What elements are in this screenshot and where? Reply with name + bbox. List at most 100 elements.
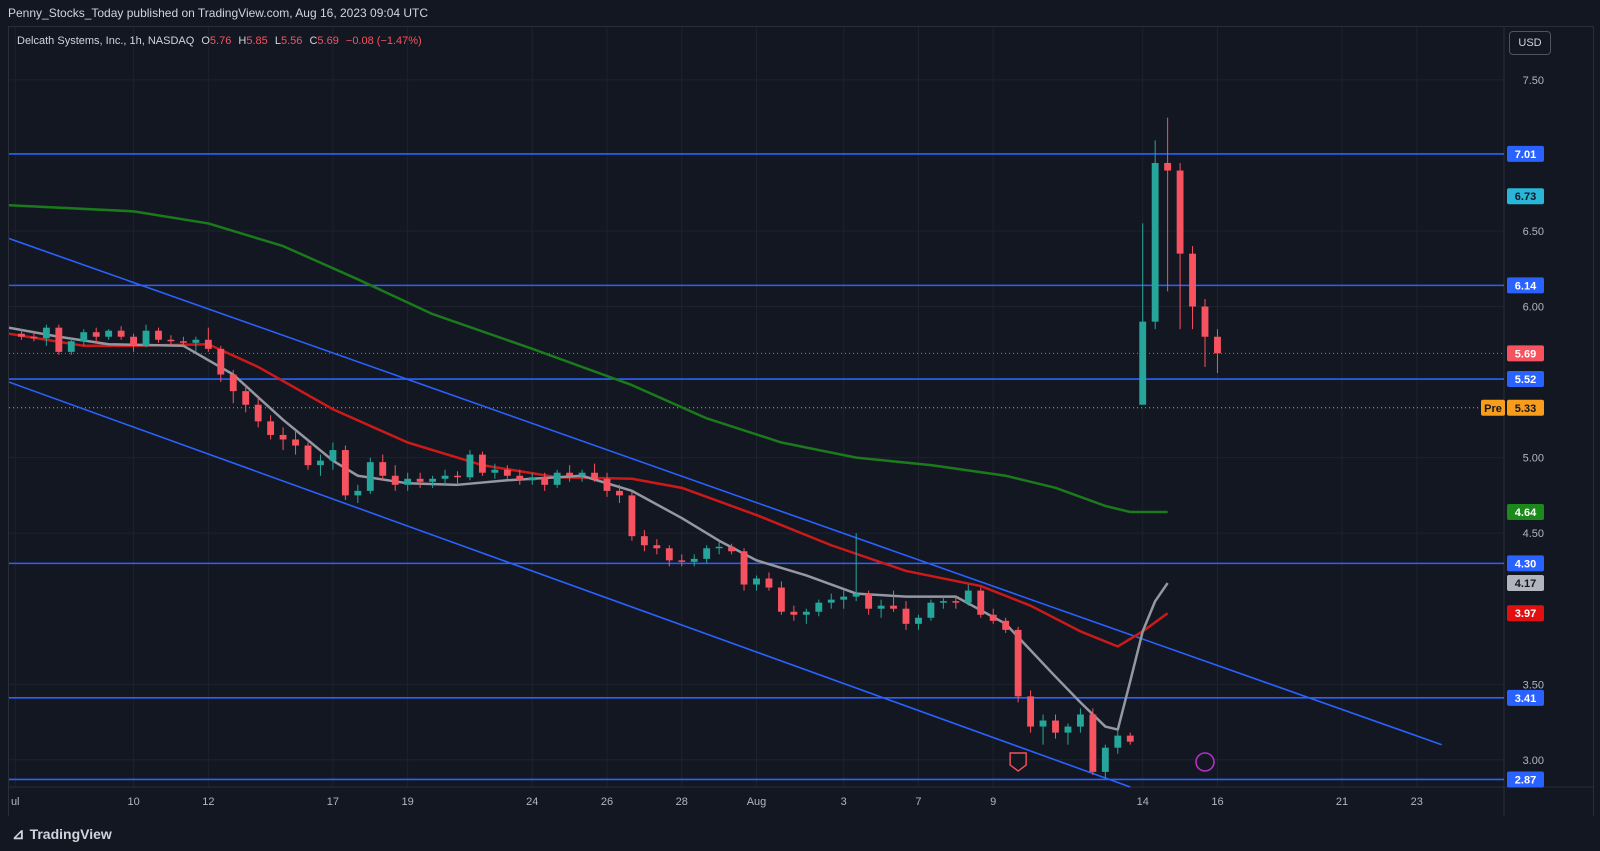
price-label-box [1507,575,1544,592]
x-tick-label: 10 [127,796,139,808]
publisher-line: Penny_Stocks_Today published on TradingV… [8,6,429,20]
news-flash-icon [1195,752,1215,772]
candle-body [553,472,561,485]
candle-body [591,472,598,479]
chart-legend: Delcath Systems, Inc., 1h, NASDAQ O5.76 … [17,35,422,47]
candle-body [92,332,100,337]
price-label-box [1507,145,1544,162]
candle-body [865,593,873,609]
price-label-text: 5.33 [1515,403,1536,415]
candle-body [1089,714,1097,772]
candle-body [765,578,773,588]
price-label-box [1507,504,1544,521]
candle-body [653,545,661,549]
candle-body [18,333,25,337]
candle-body [30,336,38,339]
candle-body [678,560,686,562]
candle-body [877,605,885,609]
price-label-box [1507,371,1544,388]
price-label-box [1507,188,1544,205]
candle-body [117,330,125,337]
candle-body [516,475,524,481]
candle-body [1052,720,1059,733]
low-label: L [274,35,281,47]
candle-body [454,475,461,478]
price-label-box [1507,399,1544,416]
x-tick-label: 7 [915,796,921,808]
candle-body [466,454,474,478]
low-value: 5.56 [280,35,303,47]
high-value: 5.85 [246,35,268,47]
candle-body [790,611,798,615]
candle-body [1176,170,1184,254]
close-value: 5.69 [317,35,339,47]
candle-body [192,339,200,343]
candle-body [939,601,947,603]
trend-channel-line [9,381,1131,788]
candle-body [728,546,736,552]
moving-average-mid [9,332,1169,648]
candle-body [379,462,387,476]
price-label-text: 5.52 [1515,374,1536,386]
candle-body [840,596,848,600]
price-label-box [1507,555,1544,572]
candle-body [254,404,262,422]
price-label-text: 3.41 [1515,693,1536,705]
tradingview-logo-icon: ⊿ [12,826,25,843]
candle-body [989,614,997,621]
candle-body [1101,747,1109,772]
price-label-text: 7.01 [1515,149,1536,161]
price-label-box [1507,689,1544,706]
candle-body [67,341,75,352]
currency-button[interactable]: USD [1509,31,1551,55]
y-tick-label: 6.00 [1523,302,1544,314]
candle-body [1014,629,1022,697]
candle-body [179,341,187,343]
candle-body [902,608,910,624]
moving-average-slow [9,204,1168,514]
candle-body [1076,714,1084,727]
pre-tag-box [1481,399,1505,416]
footer: ⊿ TradingView [0,816,1600,851]
price-label-box [1507,277,1544,294]
x-tick-label: 23 [1411,796,1423,808]
candle-body [740,551,748,585]
candle-body [242,391,250,405]
price-label-text: 6.73 [1515,191,1536,203]
candle-body [1114,735,1122,748]
candle-body [429,478,437,482]
candle-body [1151,162,1159,322]
x-tick-label: 19 [402,796,414,808]
chart-area[interactable]: 3.00 3.50 4.50 5.00 6.00 6.50 7.50 ul 10 12 17 19 24… [8,26,1594,818]
candle-body [715,546,723,549]
x-tick-label: 12 [202,796,214,808]
candle-body [640,536,648,546]
x-tick-label: 14 [1137,796,1149,808]
moving-average-fast [9,326,1169,731]
tradingview-logo[interactable]: ⊿ TradingView [12,825,112,843]
price-label-text: 6.14 [1515,280,1537,292]
candle-body [1164,162,1172,171]
candle-body [279,434,287,440]
candle-body [1201,306,1209,337]
y-tick-label: 3.50 [1523,679,1544,691]
candle-body [142,330,150,346]
candle-body [441,475,449,479]
candle-body [977,590,985,615]
price-label-text: 4.64 [1515,507,1537,519]
candle-body [42,327,50,339]
candle-body [890,605,897,609]
price-label-box [1507,771,1544,788]
price-label-box [1507,605,1544,622]
candle-body [329,450,337,461]
candle-body [292,439,299,446]
x-tick-label: ul [11,796,20,808]
price-chart[interactable]: 3.00 3.50 4.50 5.00 6.00 6.50 7.50 ul 10 12 17 19 24… [9,27,1593,817]
candle-body [204,339,212,349]
candle-body [491,469,499,473]
candle-body [130,336,138,346]
x-tick-label: 16 [1211,796,1223,808]
candle-body [304,445,312,466]
candle-body [229,374,237,392]
x-tick-label: Aug [747,796,767,808]
